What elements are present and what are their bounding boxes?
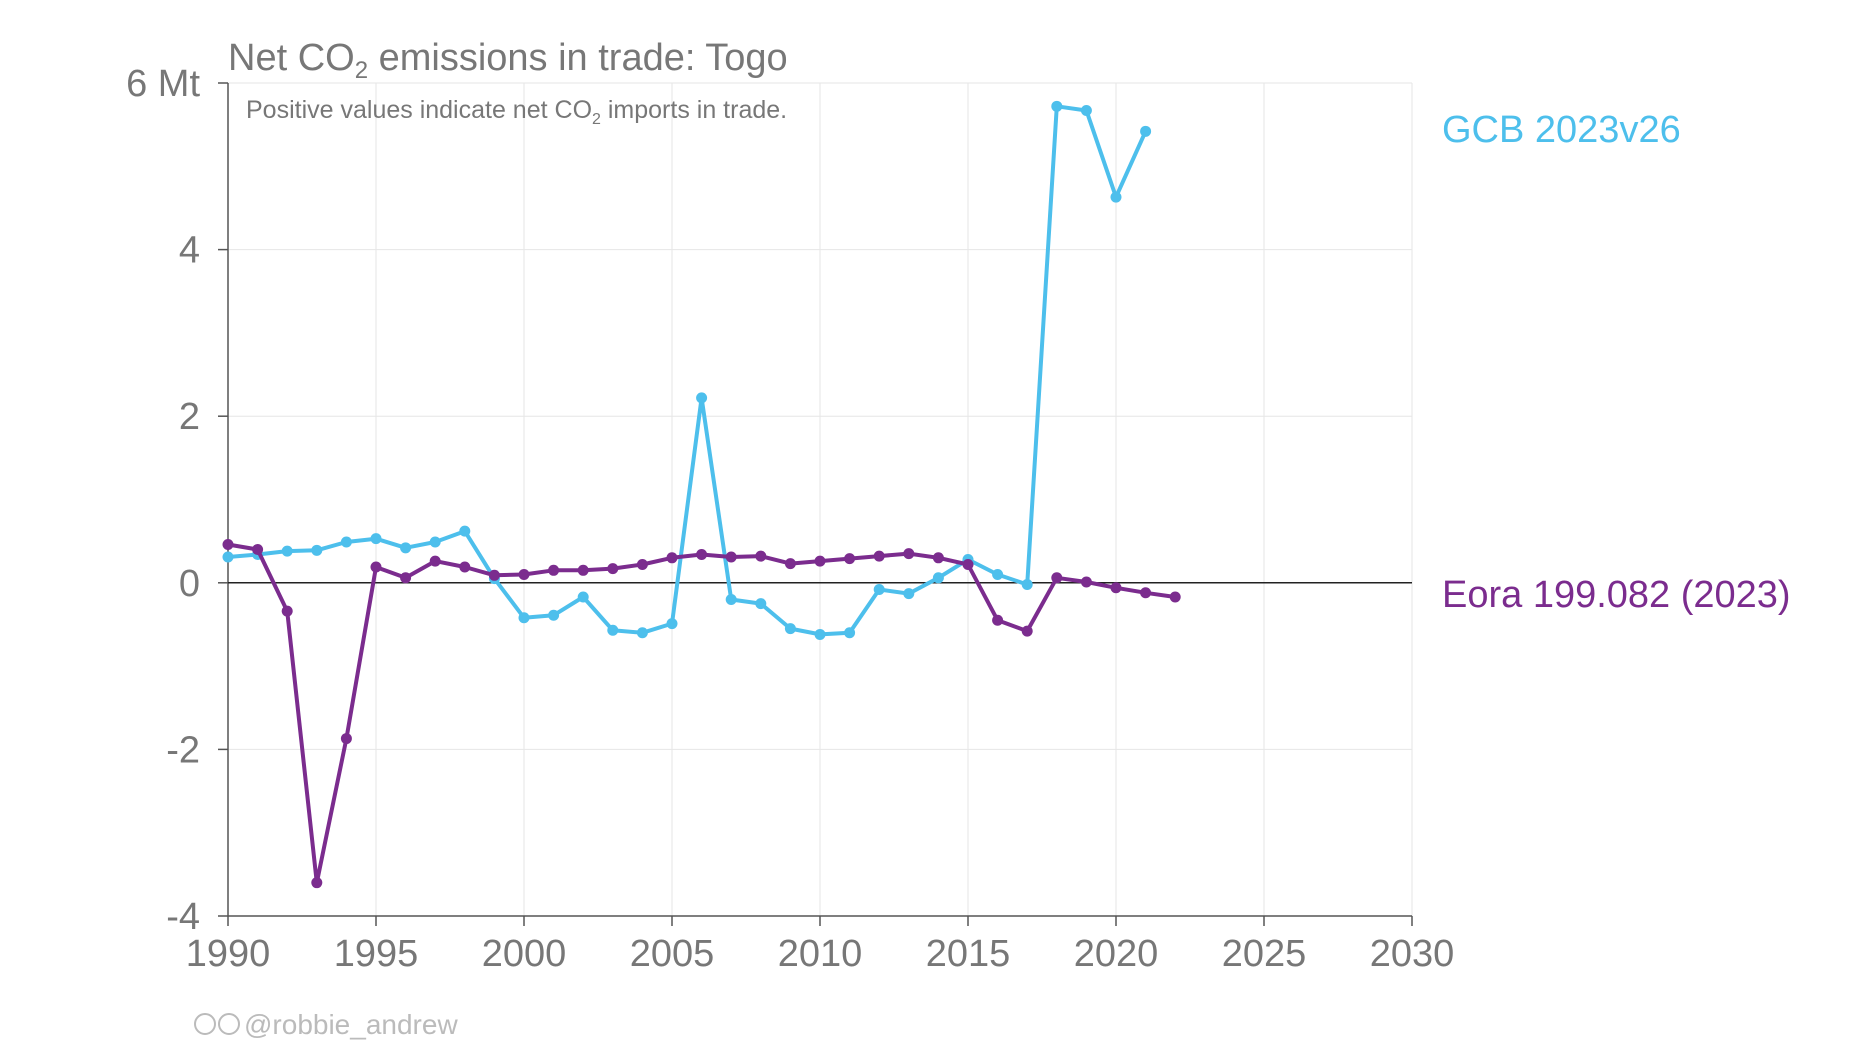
data-point-1-1996 xyxy=(400,572,412,584)
series-layer xyxy=(222,100,1181,889)
x-tick-label-2000: 2000 xyxy=(482,933,567,975)
x-tick-label-2015: 2015 xyxy=(926,933,1011,975)
title-main: Net CO xyxy=(228,37,355,79)
data-point-0-2004 xyxy=(636,627,648,639)
data-point-1-2012 xyxy=(873,550,885,562)
data-point-0-2007 xyxy=(725,593,737,605)
data-point-1-2008 xyxy=(755,550,767,562)
data-point-0-1994 xyxy=(340,536,352,548)
data-point-0-2017 xyxy=(1021,578,1033,590)
data-point-0-2013 xyxy=(903,588,915,600)
data-point-1-2010 xyxy=(814,555,826,567)
data-point-1-2013 xyxy=(903,548,915,560)
data-point-1-2017 xyxy=(1021,625,1033,637)
data-point-1-2003 xyxy=(607,563,619,575)
x-tick-label-2030: 2030 xyxy=(1370,933,1455,975)
y-tick-label-1: 4 xyxy=(179,230,200,272)
data-point-1-1998 xyxy=(459,561,471,573)
data-point-0-2005 xyxy=(666,618,678,630)
subtitle-main: Positive values indicate net CO xyxy=(246,96,592,124)
data-point-1-2018 xyxy=(1051,572,1063,584)
data-point-0-2019 xyxy=(1080,104,1092,116)
y-tick-label-3: 0 xyxy=(179,563,200,605)
data-point-0-2003 xyxy=(607,624,619,636)
data-point-1-2001 xyxy=(548,564,560,576)
x-tick-label-2020: 2020 xyxy=(1074,933,1159,975)
data-point-1-2011 xyxy=(844,553,856,565)
data-point-1-2022 xyxy=(1169,591,1181,603)
y-tick-label-5: -4 xyxy=(166,896,200,938)
data-point-1-1990 xyxy=(222,538,234,550)
data-point-1-1992 xyxy=(281,605,293,617)
y-tick-label-2: 2 xyxy=(179,396,200,438)
x-tick-label-2010: 2010 xyxy=(778,933,863,975)
x-tick-label-2005: 2005 xyxy=(630,933,715,975)
data-point-1-2000 xyxy=(518,568,530,580)
data-point-1-2014 xyxy=(932,552,944,564)
data-point-0-2008 xyxy=(755,598,767,610)
title-subscript: 2 xyxy=(355,57,368,84)
series-label-0: GCB 2023v26 xyxy=(1442,109,1681,151)
by-icon xyxy=(218,1013,240,1035)
series-0 xyxy=(222,100,1152,640)
credit: @robbie_andrew xyxy=(194,1009,458,1040)
data-point-1-2009 xyxy=(784,558,796,570)
chart-subtitle: Positive values indicate net CO2 imports… xyxy=(246,96,787,128)
data-point-0-2009 xyxy=(784,623,796,635)
data-point-1-2016 xyxy=(992,614,1004,626)
data-point-0-1998 xyxy=(459,525,471,537)
data-point-1-1999 xyxy=(488,569,500,581)
data-point-1-2019 xyxy=(1080,576,1092,588)
data-point-0-2000 xyxy=(518,612,530,624)
data-point-1-1995 xyxy=(370,561,382,573)
data-point-0-2020 xyxy=(1110,191,1122,203)
data-point-0-2012 xyxy=(873,583,885,595)
series-line-1 xyxy=(227,542,1176,885)
data-point-0-2010 xyxy=(814,628,826,640)
series-1 xyxy=(222,538,1181,889)
data-point-0-1992 xyxy=(281,545,293,557)
data-point-0-2006 xyxy=(696,392,708,404)
data-point-1-1994 xyxy=(340,733,352,745)
data-point-0-1996 xyxy=(400,542,412,554)
data-point-1-1993 xyxy=(311,877,323,889)
data-point-0-2011 xyxy=(844,627,856,639)
subtitle-subscript: 2 xyxy=(592,111,601,128)
data-point-0-2002 xyxy=(577,591,589,603)
data-point-0-2021 xyxy=(1140,125,1152,137)
y-tick-label-4: -2 xyxy=(166,729,200,771)
data-point-1-2020 xyxy=(1110,582,1122,594)
data-point-1-2002 xyxy=(577,564,589,576)
data-point-0-1993 xyxy=(311,544,323,556)
data-point-1-2007 xyxy=(725,551,737,563)
data-point-1-2015 xyxy=(962,558,974,570)
data-point-0-1990 xyxy=(222,551,234,563)
data-point-1-2021 xyxy=(1140,587,1152,599)
cc-icon xyxy=(194,1013,216,1035)
x-tick-label-1995: 1995 xyxy=(334,933,419,975)
x-tick-label-1990: 1990 xyxy=(186,933,271,975)
data-point-1-2004 xyxy=(636,558,648,570)
chart-title: Net CO2 emissions in trade: Togo xyxy=(228,37,788,84)
y-tick-label-0: 6 Mt xyxy=(126,63,200,105)
labels: 1990 1995 2000 2005 2010 2015 2020 2025 2030 6 Mt… xyxy=(126,63,1791,975)
data-point-0-2014 xyxy=(932,572,944,584)
data-point-1-2005 xyxy=(666,552,678,564)
series-label-1: Eora 199.082 (2023) xyxy=(1442,574,1791,616)
data-point-0-2001 xyxy=(548,609,560,621)
title-rest: emissions in trade: Togo xyxy=(368,37,788,79)
data-point-1-2006 xyxy=(696,548,708,560)
x-tick-label-2025: 2025 xyxy=(1222,933,1307,975)
credit-text: @robbie_andrew xyxy=(244,1009,458,1040)
data-point-0-1995 xyxy=(370,533,382,545)
data-point-1-1997 xyxy=(429,555,441,567)
data-point-0-2016 xyxy=(992,568,1004,580)
data-point-1-1991 xyxy=(252,543,264,555)
gridlines xyxy=(228,82,1413,916)
data-point-0-2018 xyxy=(1051,100,1063,112)
axes xyxy=(218,82,1413,926)
subtitle-rest: imports in trade. xyxy=(601,96,787,124)
data-point-0-1997 xyxy=(429,536,441,548)
